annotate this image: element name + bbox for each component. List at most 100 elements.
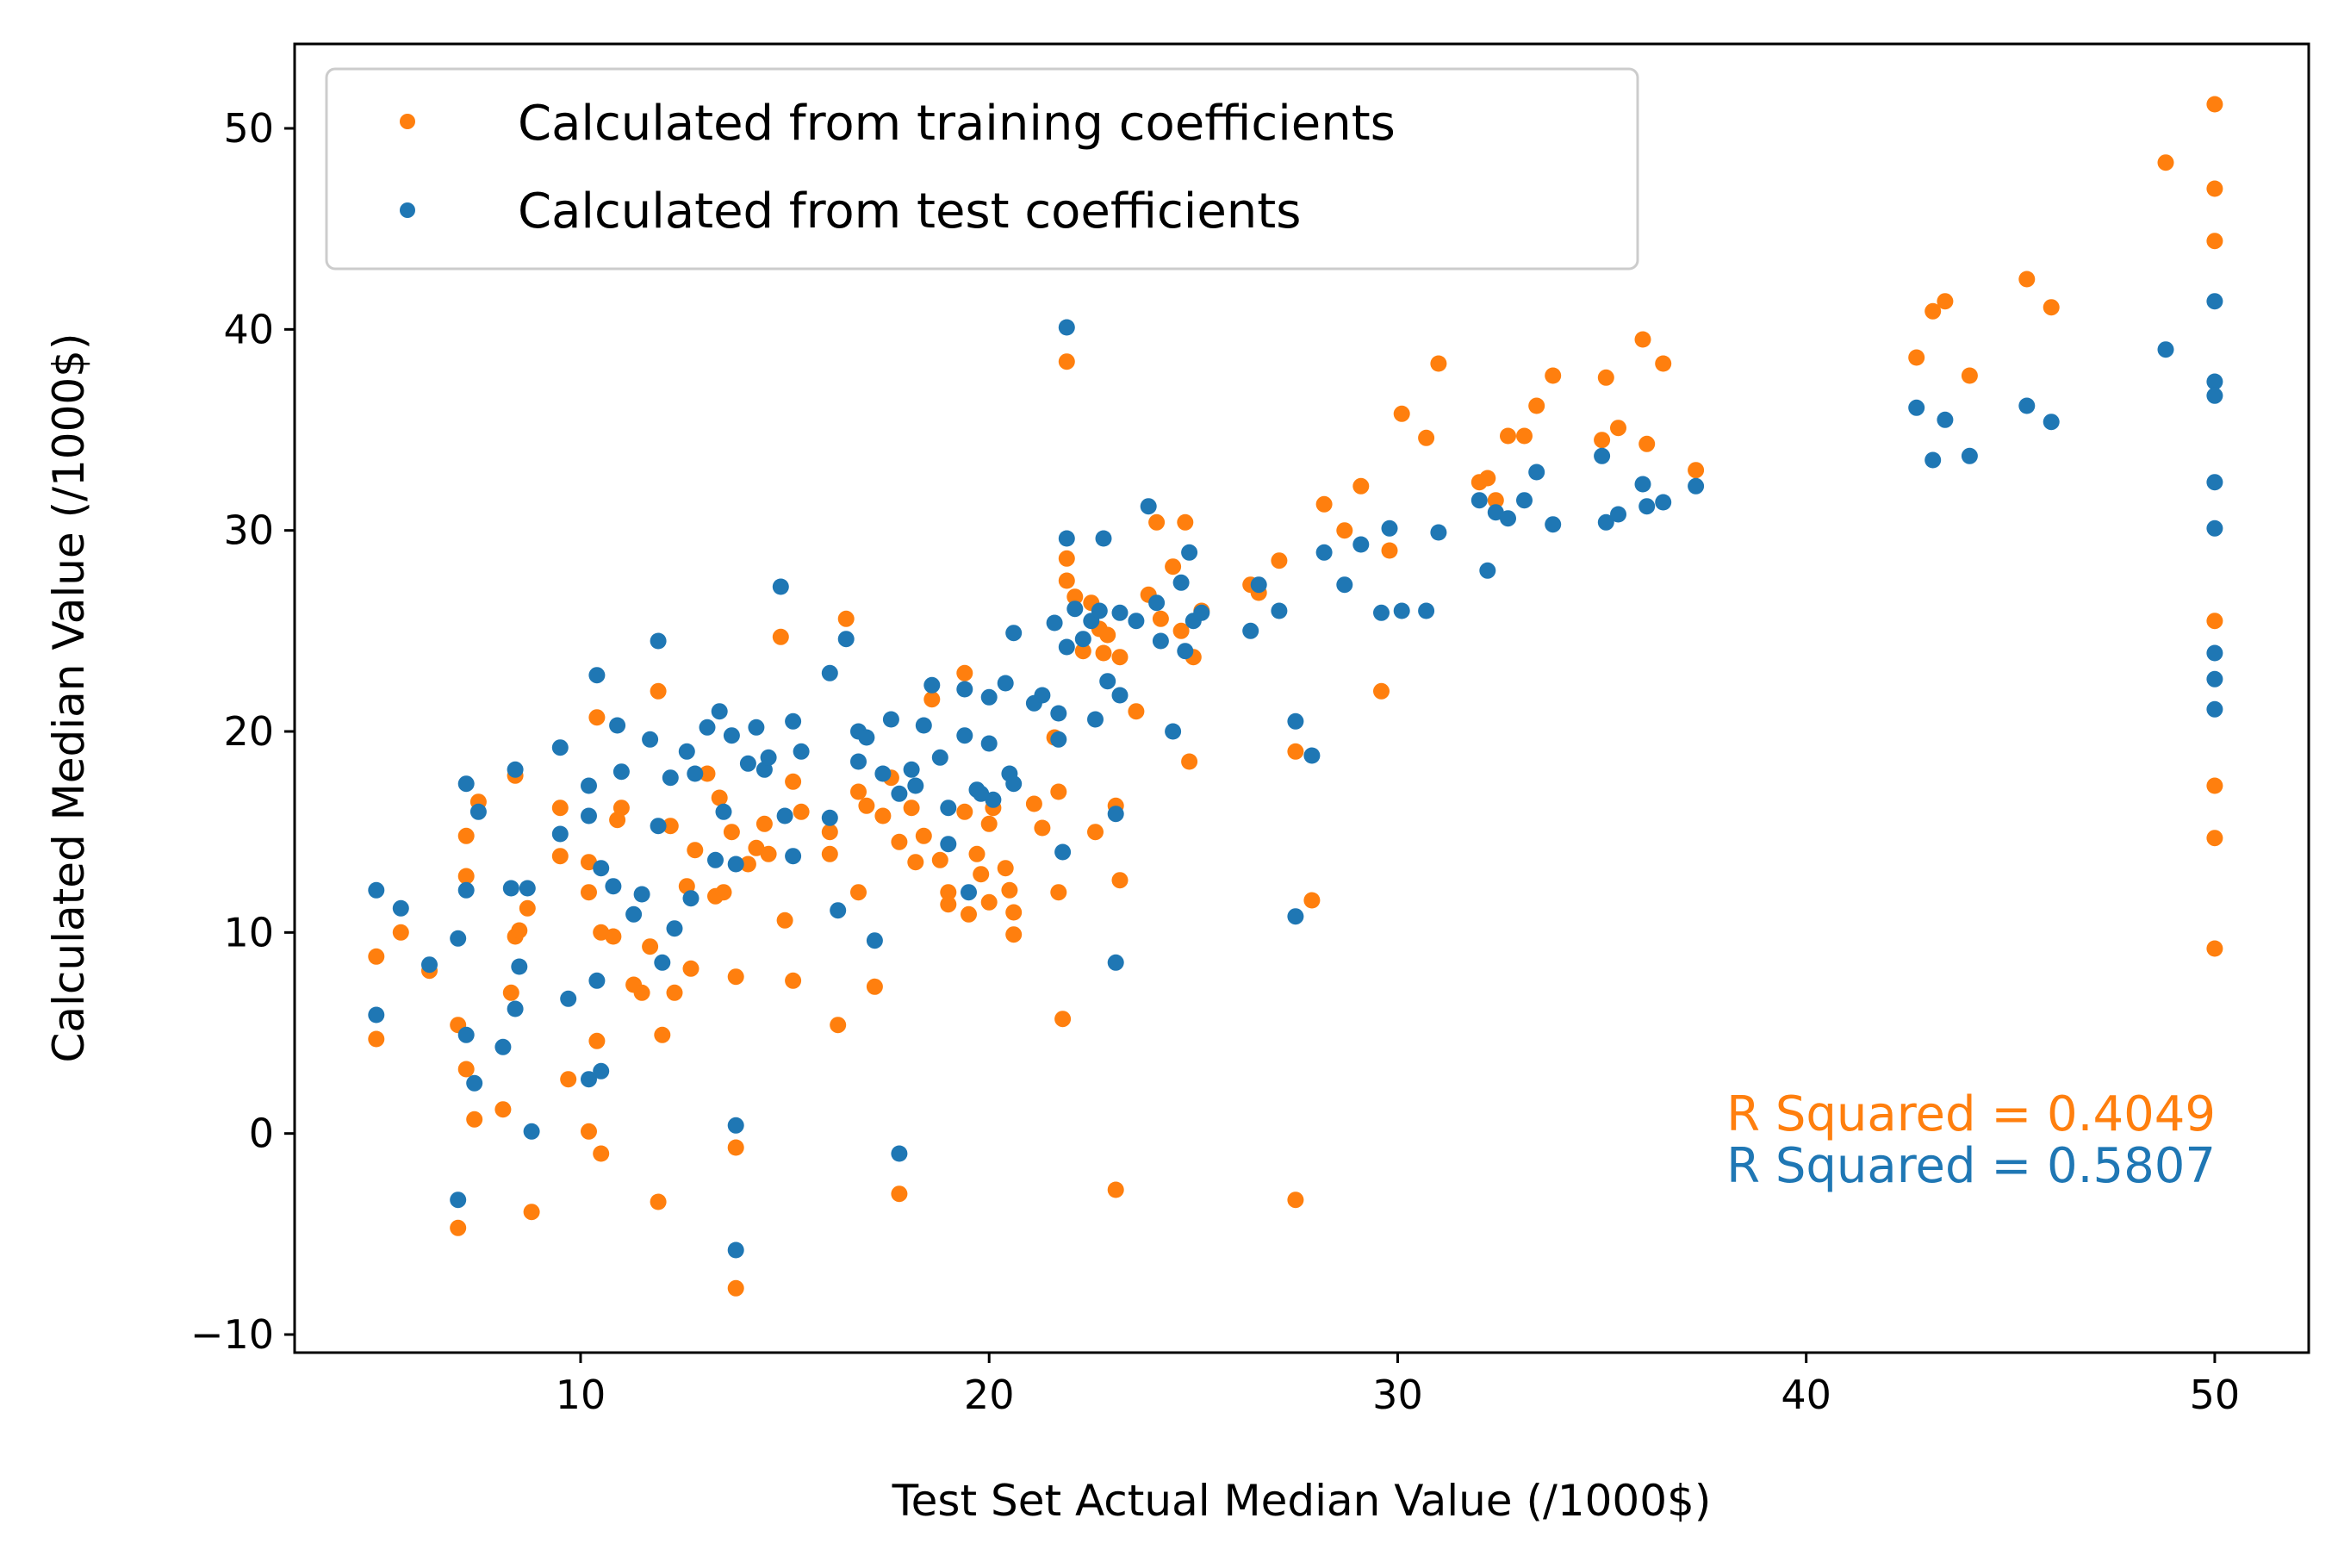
- data-point: [605, 878, 622, 895]
- data-point: [907, 777, 924, 794]
- data-point: [1091, 602, 1108, 619]
- data-point: [1066, 588, 1084, 606]
- data-point: [593, 1062, 610, 1080]
- data-point: [907, 854, 924, 871]
- data-point: [980, 735, 998, 752]
- data-point: [1287, 743, 1304, 760]
- data-point: [1638, 435, 1656, 452]
- data-point: [837, 631, 855, 648]
- data-point: [1095, 530, 1112, 547]
- data-point: [755, 815, 773, 832]
- data-point: [551, 800, 569, 817]
- data-point: [961, 905, 977, 923]
- data-point: [1924, 302, 1942, 320]
- y-tick-label: 30: [223, 507, 274, 554]
- data-point: [2018, 271, 2036, 288]
- data-point: [457, 1061, 475, 1078]
- y-tick-label: 50: [223, 105, 274, 152]
- data-point: [1172, 622, 1190, 639]
- data-point: [1545, 367, 1562, 384]
- data-point: [502, 984, 519, 1001]
- data-point: [866, 932, 883, 949]
- data-point: [1597, 369, 1614, 386]
- data-point: [891, 785, 908, 802]
- data-point: [593, 860, 610, 877]
- data-point: [748, 719, 765, 736]
- data-point: [821, 664, 838, 681]
- data-point: [581, 854, 597, 871]
- data-point: [727, 856, 744, 873]
- data-point: [1148, 513, 1166, 531]
- data-point: [785, 848, 802, 865]
- data-point: [793, 803, 810, 820]
- data-point: [1165, 558, 1182, 576]
- data-point: [968, 845, 986, 862]
- data-point: [1418, 602, 1435, 619]
- data-point: [2157, 154, 2174, 171]
- data-point: [666, 920, 683, 937]
- data-point: [748, 839, 765, 856]
- data-point: [1430, 524, 1447, 541]
- data-point: [1303, 892, 1321, 909]
- data-point: [2206, 474, 2223, 491]
- x-axis-label: Test Set Actual Median Value (/1000$): [892, 1476, 1712, 1526]
- data-point: [882, 711, 899, 728]
- data-point: [2043, 414, 2060, 431]
- data-point: [1165, 723, 1182, 740]
- data-point: [707, 851, 724, 868]
- data-point: [1655, 494, 1672, 511]
- data-point: [2157, 341, 2174, 358]
- data-point: [1066, 600, 1084, 618]
- data-point: [392, 924, 409, 941]
- data-point: [715, 884, 732, 901]
- data-point: [1148, 594, 1166, 612]
- data-point: [511, 922, 528, 939]
- data-point: [723, 727, 740, 744]
- data-point: [494, 1101, 512, 1118]
- data-point: [1908, 349, 1925, 366]
- data-point: [1315, 544, 1333, 561]
- data-point: [793, 743, 810, 760]
- data-point: [956, 803, 973, 820]
- data-point: [523, 1123, 540, 1140]
- data-point: [1074, 631, 1091, 648]
- y-tick-label: 0: [249, 1111, 274, 1157]
- data-point: [1594, 432, 1611, 449]
- data-point: [1177, 643, 1194, 660]
- data-point: [1352, 536, 1370, 553]
- data-point: [2018, 397, 2036, 414]
- data-point: [727, 968, 744, 986]
- legend-label-training: Calculated from training coefficients: [518, 96, 1396, 152]
- data-point: [1688, 477, 1705, 495]
- data-point: [1034, 687, 1051, 704]
- data-point: [642, 938, 659, 955]
- data-point: [588, 1032, 606, 1049]
- data-point: [466, 1111, 483, 1128]
- data-point: [507, 761, 524, 778]
- data-point: [1381, 542, 1398, 559]
- data-point: [1099, 626, 1116, 644]
- data-point: [1924, 451, 1942, 469]
- data-point: [727, 1139, 744, 1156]
- data-point: [973, 785, 990, 802]
- data-point: [711, 703, 728, 720]
- data-point: [593, 1145, 610, 1162]
- data-point: [940, 836, 957, 853]
- data-point: [980, 815, 998, 832]
- data-point: [457, 775, 475, 793]
- data-point: [682, 960, 700, 977]
- data-point: [1487, 504, 1504, 521]
- data-point: [1181, 753, 1198, 770]
- data-point: [858, 729, 875, 746]
- data-point: [1107, 954, 1124, 971]
- legend-label-test: Calculated from test coefficients: [518, 184, 1301, 240]
- data-point: [1373, 604, 1390, 621]
- data-point: [678, 743, 695, 760]
- y-tick-label: 10: [223, 909, 274, 955]
- x-axis-ticks: 10 20 30 40 50: [556, 1353, 2240, 1418]
- data-point: [519, 880, 536, 897]
- data-point: [1393, 602, 1410, 619]
- data-point: [1528, 464, 1545, 481]
- data-point: [830, 1017, 847, 1034]
- data-point: [1054, 843, 1072, 861]
